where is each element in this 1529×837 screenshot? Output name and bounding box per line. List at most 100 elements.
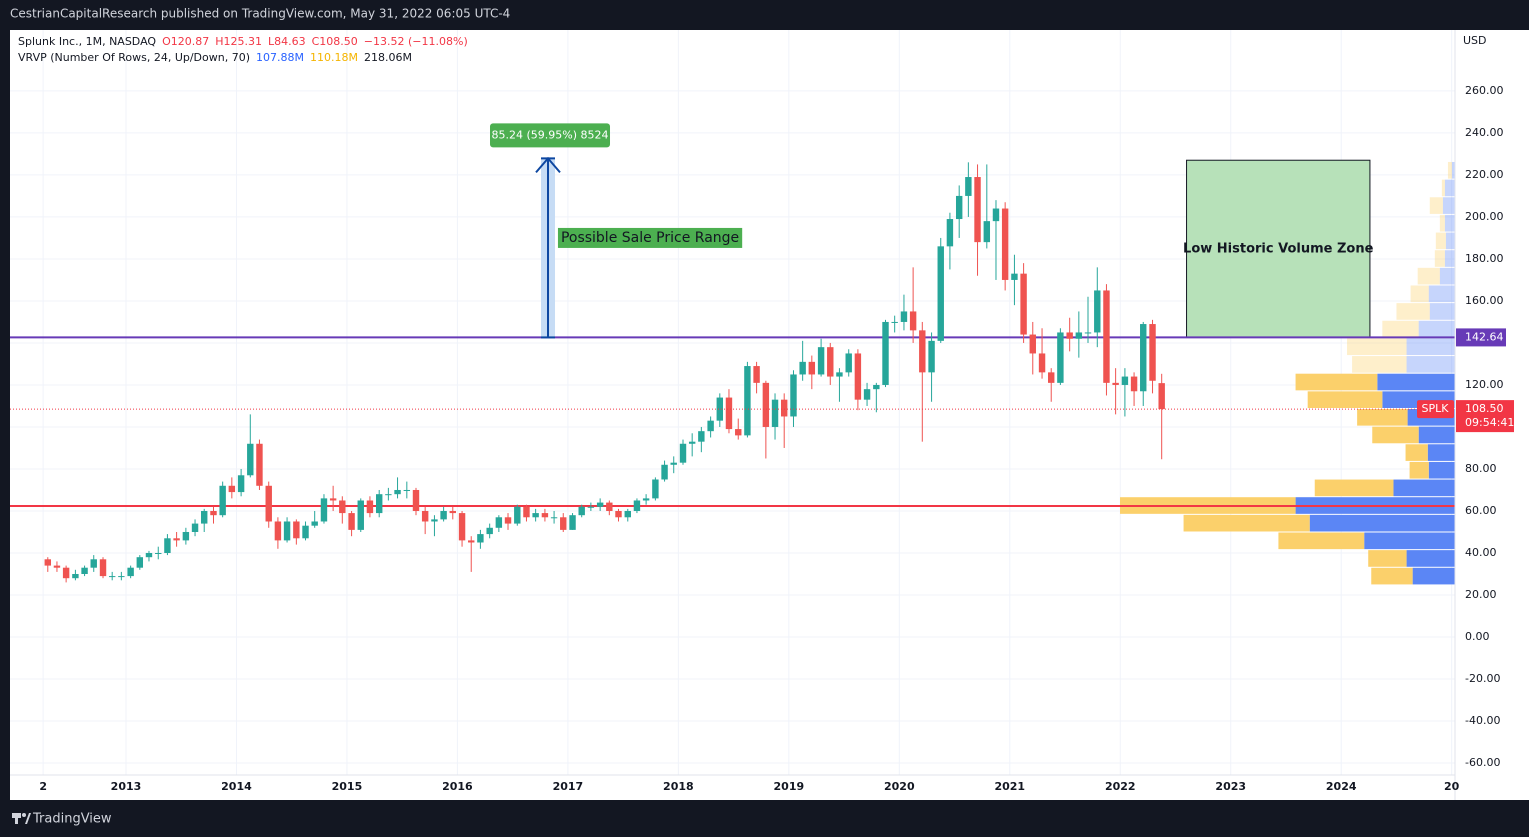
- x-tick-label: 20: [1444, 780, 1460, 793]
- candle-body: [523, 506, 530, 518]
- profile-down: [1295, 373, 1378, 391]
- candle-body: [477, 534, 484, 543]
- footer-logo: [12, 813, 31, 824]
- profile-down: [1372, 426, 1419, 444]
- candle-body: [302, 525, 309, 539]
- profile-down: [1183, 514, 1310, 532]
- candle-body: [118, 576, 125, 578]
- candle-body: [357, 500, 364, 530]
- candle-body: [440, 510, 447, 520]
- candle-body: [882, 321, 889, 385]
- axes: -60.00 -40.00 -20.00 0.00 20.00 40.00 60.00 80.…: [39, 31, 1528, 793]
- candle-body: [81, 567, 88, 574]
- price-tag-label: 142.64: [1465, 330, 1504, 343]
- profile-up: [1393, 479, 1455, 497]
- chart-background: [10, 30, 1529, 800]
- candle-body: [615, 510, 622, 518]
- zone-label: Low Historic Volume Zone: [1183, 242, 1374, 257]
- candle-body: [541, 513, 549, 518]
- candle-body: [955, 195, 963, 220]
- candle-body: [1048, 372, 1055, 383]
- legend-item: −13.52 (−11.08%): [364, 35, 468, 48]
- candle-body: [670, 462, 677, 465]
- y-tick-label: 200.00: [1465, 210, 1504, 223]
- candle-body: [928, 340, 935, 373]
- profile-down: [1439, 214, 1445, 232]
- candle-body: [983, 221, 991, 243]
- candle-body: [560, 517, 567, 530]
- candle-body: [72, 573, 79, 579]
- candle-body: [596, 502, 604, 507]
- profile-up: [1444, 214, 1455, 232]
- currency-bg: [1456, 31, 1528, 49]
- candle-body: [366, 500, 374, 514]
- candle-body: [431, 519, 438, 522]
- profile-up: [1428, 461, 1455, 479]
- candle-body: [108, 576, 116, 578]
- plot-area: Low Historic Volume Zone 85.24 (59.95%) 8…: [10, 123, 1455, 585]
- x-tick-label: 2024: [1326, 780, 1357, 793]
- candle-body: [799, 361, 806, 375]
- candle-body: [688, 441, 696, 444]
- candle-body: [532, 513, 539, 518]
- profile-up: [1427, 444, 1455, 461]
- candle-body: [274, 521, 282, 541]
- candle-body: [256, 443, 263, 486]
- candle-body: [919, 330, 926, 373]
- candle-body: [394, 489, 401, 495]
- profile-up: [1429, 303, 1455, 320]
- profile-up: [1444, 179, 1455, 197]
- candle-body: [375, 494, 383, 514]
- legend-item: C108.50: [312, 35, 358, 48]
- candle-body: [228, 485, 236, 493]
- legend-item: H125.31: [215, 35, 262, 48]
- footer-brand: TradingView: [32, 812, 112, 827]
- candle-body: [265, 485, 272, 522]
- profile-up: [1406, 338, 1455, 356]
- candle-body: [311, 521, 318, 526]
- profile-down: [1347, 338, 1407, 356]
- candle-body: [909, 311, 917, 331]
- candle-body: [99, 559, 107, 577]
- candle-body: [716, 397, 724, 421]
- profile-down: [1441, 179, 1445, 197]
- candle-body: [348, 513, 355, 530]
- candle-body: [495, 517, 503, 528]
- y-tick-label: 120.00: [1465, 378, 1504, 391]
- candle-body: [127, 567, 134, 577]
- note-label: Possible Sale Price Range: [561, 230, 739, 246]
- candle-body: [1038, 353, 1046, 373]
- candle-body: [219, 485, 226, 516]
- legend-item: L84.63: [268, 35, 306, 48]
- y-tick-label: -40.00: [1465, 714, 1500, 727]
- legend-item: 218.06M: [364, 51, 412, 64]
- profile-down: [1396, 303, 1430, 320]
- candle-body: [1112, 382, 1119, 385]
- measure-label: 85.24 (59.95%) 8524: [492, 128, 609, 141]
- symbol-tag-label: SPLK: [1422, 402, 1450, 415]
- profile-up: [1451, 161, 1455, 179]
- candle-body: [1066, 332, 1073, 339]
- candle-body: [845, 353, 852, 373]
- candle-body: [449, 510, 456, 514]
- candle-body: [1084, 332, 1092, 334]
- candle-body: [900, 311, 908, 322]
- candle-body: [237, 475, 245, 493]
- x-tick-label: 2020: [884, 780, 915, 793]
- candle-body: [468, 540, 475, 543]
- symbol-tag: [1417, 400, 1454, 419]
- currency-label: USD: [1463, 34, 1487, 47]
- candle-body: [965, 177, 972, 196]
- candle-body: [329, 498, 337, 501]
- candle-body: [1140, 324, 1147, 392]
- profile-up: [1444, 250, 1455, 267]
- candle-body: [753, 366, 760, 383]
- profile-down: [1352, 356, 1407, 373]
- candle-body: [1011, 273, 1018, 280]
- x-tick-label: 2015: [332, 780, 363, 793]
- candle-body: [1057, 332, 1064, 383]
- y-tick-label: 0.00: [1465, 630, 1490, 643]
- x-tick-label: 2021: [994, 780, 1025, 793]
- candle-body: [698, 431, 705, 442]
